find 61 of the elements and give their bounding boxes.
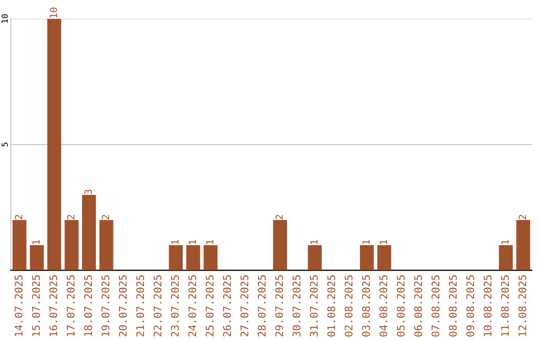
x-tick-label: 04.08.2025 (379, 275, 388, 336)
x-tick-label: 14.07.2025 (14, 275, 23, 336)
bar (498, 245, 513, 270)
x-tick-label: 06.08.2025 (414, 275, 422, 336)
data-label: 2 (276, 214, 283, 220)
x-tick-label: 29.07.2025 (275, 275, 284, 336)
x-tick-label: 11.08.2025 (501, 275, 509, 336)
data-label: 1 (380, 240, 387, 244)
bar (273, 220, 287, 270)
bar (30, 245, 44, 270)
data-label: 1 (310, 240, 318, 244)
bar (377, 245, 392, 270)
x-tick-label: 30.07.2025 (292, 275, 300, 336)
x-tick-label: 25.07.2025 (206, 275, 214, 336)
x-tick-label: 07.08.2025 (432, 275, 440, 336)
y-tick-label: 5 (2, 142, 8, 146)
bar (186, 245, 200, 270)
x-tick-label: 31.07.2025 (310, 275, 318, 336)
bar (64, 220, 79, 270)
x-tick-label: 18.07.2025 (84, 275, 92, 336)
x-tick-label: 12.08.2025 (518, 275, 526, 336)
bar (82, 194, 96, 270)
bar (47, 18, 62, 270)
data-label: 1 (206, 240, 214, 244)
x-tick-label: 24.07.2025 (188, 275, 196, 336)
x-tick-label: 26.07.2025 (223, 275, 231, 336)
x-tick-label: 23.07.2025 (170, 275, 179, 336)
x-tick-label: 10.08.2025 (484, 275, 492, 336)
bar (308, 245, 322, 270)
x-tick-label: 03.08.2025 (362, 275, 370, 336)
x-tick-label: 09.08.2025 (466, 275, 474, 336)
bar (204, 245, 218, 270)
data-label: 3 (84, 190, 92, 194)
data-label: 2 (67, 214, 74, 220)
data-label: 1 (362, 240, 370, 244)
x-tick-label: 27.07.2025 (240, 275, 248, 336)
data-label: 10 (50, 8, 58, 18)
x-tick-label: 15.07.2025 (32, 275, 40, 336)
bar (360, 245, 374, 270)
data-label: 2 (102, 214, 110, 220)
data-label: 1 (171, 240, 179, 244)
x-tick-label: 16.07.2025 (49, 275, 58, 336)
bar (168, 245, 183, 270)
x-tick-label: 02.08.2025 (344, 275, 353, 336)
x-tick-label: 21.07.2025 (136, 275, 144, 336)
data-label: 2 (14, 214, 22, 220)
data-label: 1 (188, 240, 196, 244)
x-tick-label: 20.07.2025 (118, 275, 127, 336)
bar (516, 220, 530, 270)
x-tick-label: 17.07.2025 (66, 275, 75, 336)
x-tick-label: 01.08.2025 (327, 275, 336, 336)
x-tick-label: 28.07.2025 (258, 275, 266, 336)
data-label: 2 (518, 214, 526, 220)
bar (12, 220, 26, 270)
x-tick-label: 08.08.2025 (448, 275, 457, 336)
data-label: 1 (32, 240, 40, 244)
bar (99, 220, 114, 270)
x-tick-label: 05.08.2025 (396, 275, 405, 336)
x-tick-label: 19.07.2025 (102, 275, 110, 336)
data-label: 1 (501, 240, 509, 244)
x-tick-label: 22.07.2025 (154, 275, 162, 336)
